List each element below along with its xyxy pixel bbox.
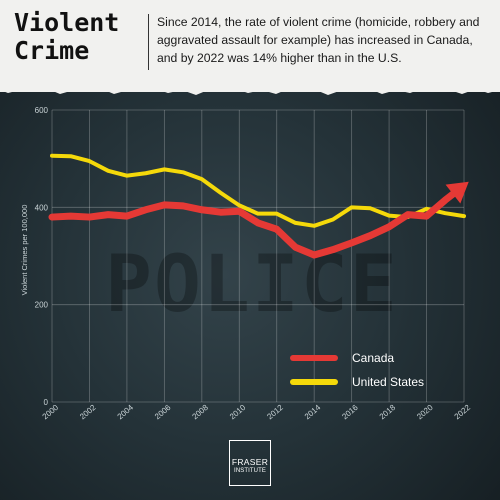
page-title: Violent Crime	[14, 8, 120, 65]
y-axis-ticks: 0 200 400 600	[35, 106, 49, 407]
y-tick-label-400: 400	[35, 203, 49, 212]
torn-paper-edge	[0, 80, 500, 95]
x-tick-label-2010: 2010	[228, 403, 248, 422]
y-axis-label: Violent Crimes per 100,000	[20, 205, 29, 296]
legend-swatch-canada	[290, 355, 338, 361]
header: Violent Crime Since 2014, the rate of vi…	[0, 0, 500, 92]
x-tick-label-2002: 2002	[78, 403, 98, 422]
x-axis-ticks: 2000 2002 2004 2006 2008 2010 2012 2014 2016 2018…	[41, 403, 473, 422]
x-tick-label-2014: 2014	[303, 403, 323, 422]
chart-grid	[51, 109, 465, 403]
legend-item-united-states: United States	[290, 370, 424, 394]
x-tick-label-2012: 2012	[265, 403, 285, 422]
description: Since 2014, the rate of violent crime (h…	[157, 15, 480, 65]
series-lines	[48, 153, 469, 259]
legend-item-canada: Canada	[290, 346, 424, 370]
x-tick-label-2018: 2018	[378, 403, 398, 422]
x-tick-label-2020: 2020	[415, 403, 435, 422]
x-tick-label-2006: 2006	[153, 403, 173, 422]
legend-label-united-states: United States	[352, 375, 425, 389]
y-tick-label-0: 0	[44, 398, 49, 407]
logo-line-1: FRASER	[231, 457, 269, 467]
legend-label-canada: Canada	[352, 351, 395, 365]
fraser-institute-logo: FRASER INSTITUTE	[229, 440, 271, 486]
x-tick-label-2016: 2016	[340, 403, 360, 422]
series-line-canada	[48, 188, 460, 259]
series-line-united-states	[50, 153, 466, 228]
header-divider	[148, 14, 149, 70]
x-tick-label-2008: 2008	[191, 403, 211, 422]
chart-legend: Canada United States	[290, 346, 424, 394]
x-tick-label-2004: 2004	[116, 403, 136, 422]
legend-swatch-united-states	[290, 379, 338, 385]
background-police-text: POLICE	[105, 240, 399, 330]
logo-line-2: INSTITUTE	[234, 468, 266, 474]
x-tick-label-2022: 2022	[453, 403, 473, 422]
y-tick-label-200: 200	[35, 301, 49, 310]
y-tick-label-600: 600	[35, 106, 49, 115]
